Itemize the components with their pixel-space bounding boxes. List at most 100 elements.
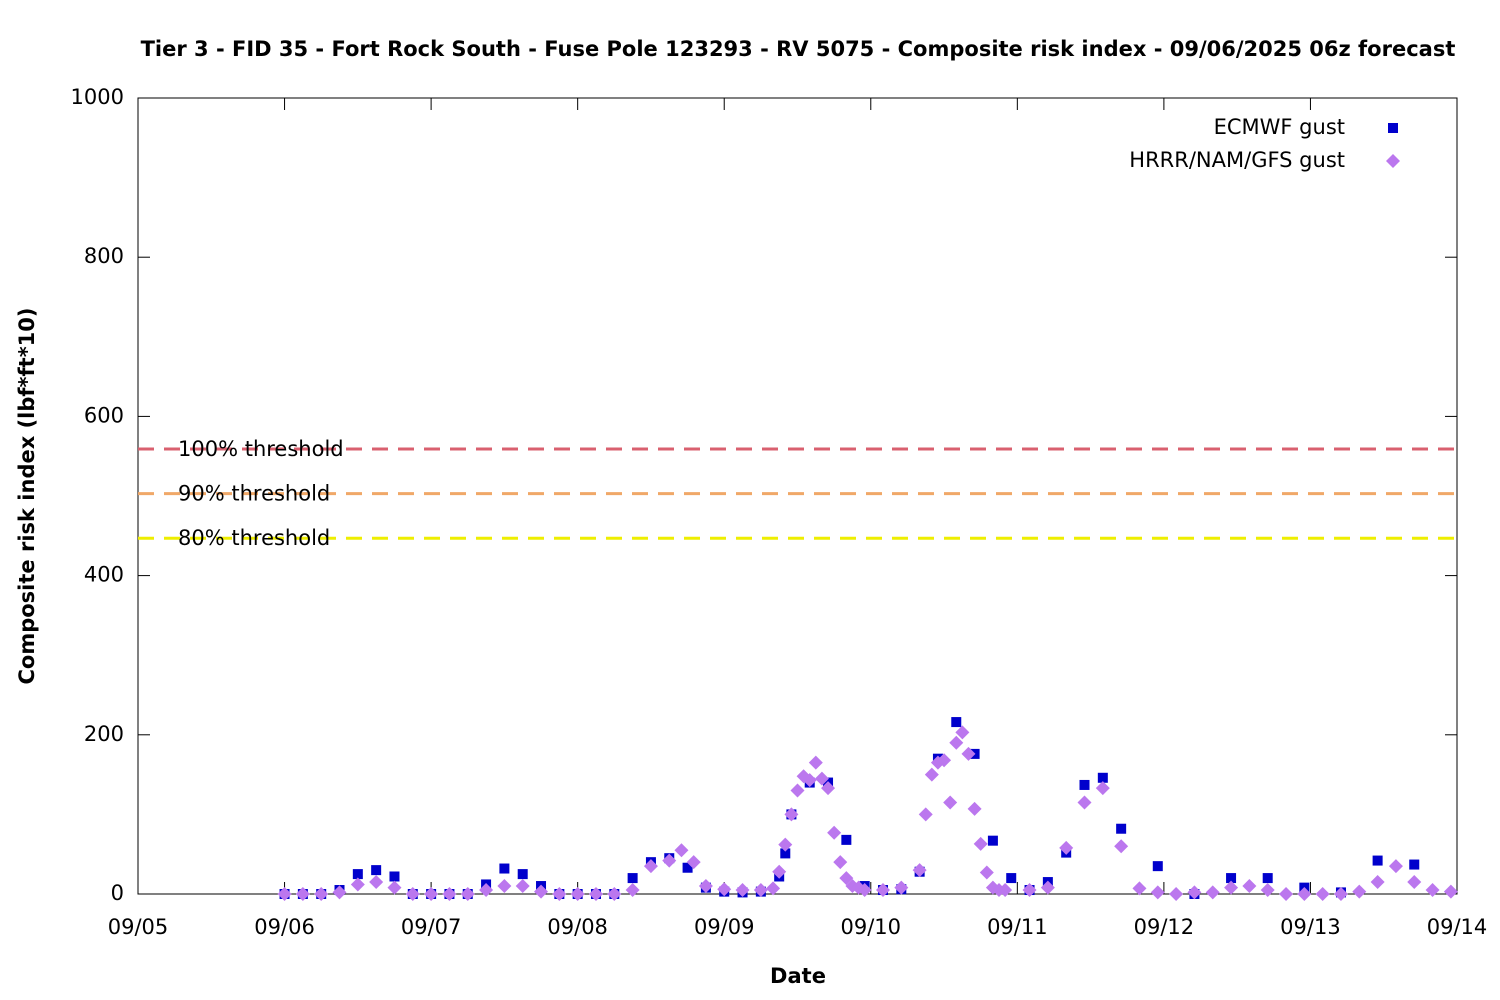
data-point bbox=[802, 773, 817, 788]
data-point bbox=[841, 834, 852, 845]
data-point bbox=[588, 887, 603, 901]
y-tick-label: 600 bbox=[84, 403, 124, 427]
threshold-label: 100% threshold bbox=[178, 437, 344, 461]
y-tick-label: 0 bbox=[111, 881, 124, 905]
data-point bbox=[1333, 887, 1348, 901]
data-point bbox=[1040, 880, 1055, 895]
data-point bbox=[961, 746, 976, 761]
data-point bbox=[918, 807, 933, 822]
data-point bbox=[1205, 885, 1220, 900]
x-tick-label: 09/08 bbox=[547, 915, 608, 939]
data-point bbox=[625, 883, 640, 898]
x-tick-label: 09/06 bbox=[254, 915, 315, 939]
data-point bbox=[698, 879, 713, 894]
data-point bbox=[1352, 884, 1367, 899]
data-point bbox=[499, 863, 510, 874]
data-point bbox=[1150, 885, 1165, 900]
data-point bbox=[277, 887, 292, 901]
x-tick-label: 09/14 bbox=[1427, 915, 1488, 939]
data-point bbox=[552, 887, 567, 901]
data-point bbox=[808, 755, 823, 770]
data-point bbox=[1224, 880, 1239, 895]
data-point bbox=[1152, 861, 1163, 872]
data-point bbox=[460, 887, 475, 901]
data-point bbox=[1315, 887, 1330, 901]
data-point bbox=[662, 853, 677, 868]
data-point bbox=[833, 855, 848, 870]
data-point bbox=[1169, 887, 1184, 901]
x-tick-label: 09/05 bbox=[108, 915, 169, 939]
data-point bbox=[780, 848, 791, 859]
x-axis-label: Date bbox=[770, 964, 826, 988]
y-axis-label: Composite risk index (lbf*ft*10) bbox=[15, 307, 39, 684]
y-tick-label: 400 bbox=[84, 563, 124, 587]
plot-frame bbox=[137, 97, 1458, 895]
data-point bbox=[387, 880, 402, 895]
data-point bbox=[735, 883, 750, 898]
data-point bbox=[371, 865, 382, 876]
data-point bbox=[1079, 779, 1090, 790]
data-point bbox=[951, 717, 962, 728]
data-point bbox=[857, 883, 872, 898]
data-point bbox=[570, 887, 585, 901]
data-point bbox=[1409, 859, 1420, 870]
data-point bbox=[332, 885, 347, 900]
data-point bbox=[442, 887, 457, 901]
data-point bbox=[973, 836, 988, 851]
data-point bbox=[369, 875, 384, 890]
data-point bbox=[979, 865, 994, 880]
data-point bbox=[352, 869, 363, 880]
legend-label: ECMWF gust bbox=[1214, 115, 1345, 139]
x-tick-label: 09/09 bbox=[694, 915, 755, 939]
x-tick-label: 09/10 bbox=[841, 915, 902, 939]
data-point bbox=[295, 887, 310, 901]
data-point bbox=[778, 837, 793, 852]
data-point bbox=[717, 882, 732, 897]
data-point bbox=[894, 880, 909, 895]
data-point bbox=[627, 873, 638, 884]
x-tick-label: 09/07 bbox=[401, 915, 462, 939]
data-point bbox=[607, 887, 622, 901]
data-point bbox=[821, 781, 836, 796]
data-point bbox=[389, 871, 400, 882]
data-point bbox=[1388, 859, 1403, 874]
data-point bbox=[875, 883, 890, 898]
data-point bbox=[814, 771, 829, 786]
data-point bbox=[479, 883, 494, 898]
y-tick-label: 200 bbox=[84, 722, 124, 746]
data-point bbox=[1279, 887, 1294, 901]
data-point bbox=[405, 887, 420, 901]
data-point bbox=[424, 887, 439, 901]
data-point bbox=[1022, 883, 1037, 898]
data-point bbox=[790, 783, 805, 798]
data-point bbox=[643, 859, 658, 874]
data-point bbox=[1226, 873, 1237, 884]
data-point bbox=[515, 879, 530, 894]
data-point bbox=[1425, 883, 1440, 898]
data-point bbox=[314, 887, 329, 901]
data-point bbox=[1132, 881, 1147, 896]
data-point bbox=[967, 801, 982, 816]
data-point bbox=[517, 869, 528, 880]
legend-label: HRRR/NAM/GFS gust bbox=[1129, 148, 1345, 172]
threshold-label: 80% threshold bbox=[178, 526, 330, 550]
y-tick-label: 800 bbox=[84, 244, 124, 268]
data-point bbox=[682, 862, 693, 873]
data-point bbox=[1372, 855, 1383, 866]
data-point bbox=[1262, 873, 1273, 884]
data-point bbox=[1116, 823, 1127, 834]
data-point bbox=[1095, 781, 1110, 796]
x-tick-label: 09/12 bbox=[1134, 915, 1195, 939]
data-point bbox=[987, 835, 998, 846]
data-point bbox=[1443, 884, 1458, 899]
data-point bbox=[686, 855, 701, 870]
data-point bbox=[784, 807, 799, 822]
data-point bbox=[827, 825, 842, 840]
data-point bbox=[937, 753, 952, 768]
legend-marker bbox=[1388, 123, 1398, 133]
data-point bbox=[1370, 875, 1385, 890]
chart-title: Tier 3 - FID 35 - Fort Rock South - Fuse… bbox=[141, 37, 1456, 61]
y-tick-label: 1000 bbox=[71, 85, 124, 109]
